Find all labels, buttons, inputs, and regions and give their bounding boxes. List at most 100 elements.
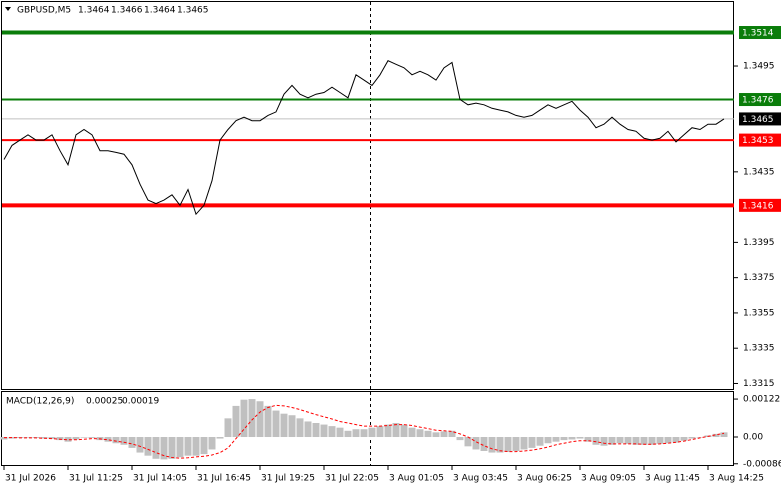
x-tick-label: 3 Aug 01:05 — [389, 474, 444, 484]
macd-bar — [64, 437, 72, 442]
level-label-box — [739, 198, 781, 212]
y-tick-label: -0.00086 — [743, 459, 781, 469]
macd-bar — [208, 437, 216, 450]
macd-bar — [328, 426, 336, 438]
macd-bar — [608, 437, 616, 445]
macd-bar — [288, 415, 296, 438]
level-label: 1.3476 — [742, 96, 774, 106]
x-tick-label: 3 Aug 11:45 — [645, 474, 700, 484]
y-tick-label: 0.00122 — [743, 395, 780, 405]
menu-triangle — [5, 7, 11, 11]
macd-bar — [224, 418, 232, 438]
macd-bar — [456, 437, 464, 441]
macd-bar — [664, 437, 672, 444]
macd-bar — [688, 437, 696, 439]
macd-bar — [640, 437, 648, 445]
y-tick-label: 1.3375 — [743, 273, 775, 283]
macd-title: MACD(12,26,9) — [6, 397, 74, 407]
macd-bar — [168, 437, 176, 459]
macd-bar — [24, 437, 32, 438]
macd-bar — [272, 410, 280, 438]
macd-bar — [216, 437, 224, 439]
x-tick-label: 31 Jul 14:05 — [133, 474, 187, 484]
macd-bar — [720, 432, 728, 438]
x-tick-label: 31 Jul 16:45 — [197, 474, 251, 484]
macd-bar — [152, 437, 160, 459]
macd-bar — [144, 437, 152, 456]
macd-bar — [352, 429, 360, 438]
macd-bar — [176, 437, 184, 458]
macd-bar — [680, 437, 688, 441]
macd-bar — [48, 437, 56, 439]
macd-bar — [472, 437, 480, 450]
x-tick-label: 31 Jul 11:25 — [69, 474, 123, 484]
macd-bar — [624, 437, 632, 444]
macd-bar — [344, 430, 352, 438]
macd-bar — [400, 424, 408, 438]
macd-bar — [560, 437, 568, 441]
macd-bar — [200, 437, 208, 455]
macd-bar — [464, 437, 472, 447]
macd-bar — [480, 437, 488, 452]
macd-bar — [632, 437, 640, 445]
signal-value: 0.00019 — [122, 397, 159, 407]
macd-bar — [192, 437, 200, 456]
macd-bar — [568, 437, 576, 440]
macd-bar — [296, 418, 304, 438]
macd-bar — [0, 437, 8, 440]
macd-bar — [368, 427, 376, 438]
macd-bar — [616, 437, 624, 444]
macd-bar — [600, 437, 608, 446]
macd-bar — [408, 427, 416, 438]
symbol-title: GBPUSD,M5 — [17, 6, 71, 16]
ohlc-high: 1.3466 — [111, 6, 143, 16]
macd-bar — [384, 424, 392, 438]
y-tick-label: 1.3335 — [743, 344, 775, 354]
y-tick-label: 1.3355 — [743, 308, 775, 318]
macd-bar — [392, 423, 400, 438]
y-tick-label: 1.3435 — [743, 167, 775, 177]
level-label-box — [739, 26, 781, 40]
level-label: 1.3416 — [742, 201, 774, 211]
macd-bar — [56, 437, 64, 441]
macd-bar — [312, 423, 320, 438]
level-label-box — [739, 133, 781, 147]
macd-bar — [376, 426, 384, 438]
macd-bar — [448, 430, 456, 438]
macd-bar — [712, 433, 720, 438]
macd-bar — [432, 432, 440, 438]
macd-bar — [496, 437, 504, 453]
macd-bar — [120, 437, 128, 445]
macd-bar — [160, 437, 168, 460]
current-price-box — [739, 112, 781, 126]
macd-bar — [248, 399, 256, 438]
macd-bar — [552, 437, 560, 442]
macd-bar — [256, 401, 264, 438]
macd-bar — [504, 437, 512, 452]
macd-bar — [576, 437, 584, 439]
x-tick-label: 31 Jul 2026 — [5, 474, 56, 484]
macd-bar — [656, 437, 664, 444]
macd-bar — [360, 429, 368, 438]
macd-bar — [304, 421, 312, 438]
y-tick-label: 1.3395 — [743, 238, 775, 248]
x-tick-label: 31 Jul 22:05 — [325, 474, 379, 484]
ohlc-close: 1.3465 — [177, 6, 209, 16]
macd-bar — [512, 437, 520, 452]
macd-bar — [424, 430, 432, 438]
macd-value: 0.00025 — [86, 397, 123, 407]
macd-bar — [544, 437, 552, 444]
x-tick-label: 31 Jul 19:25 — [261, 474, 315, 484]
price-panel-border — [1, 1, 734, 390]
macd-bar — [72, 437, 80, 440]
macd-bar — [320, 424, 328, 438]
macd-bar — [112, 437, 120, 444]
signal-line — [4, 404, 725, 459]
x-tick-label: 3 Aug 03:45 — [453, 474, 508, 484]
y-tick-label: 1.3495 — [743, 62, 775, 72]
x-tick-label: 3 Aug 14:25 — [709, 474, 764, 484]
ohlc-open: 1.3464 — [78, 6, 110, 16]
macd-bar — [416, 429, 424, 438]
macd-bar — [80, 437, 88, 438]
